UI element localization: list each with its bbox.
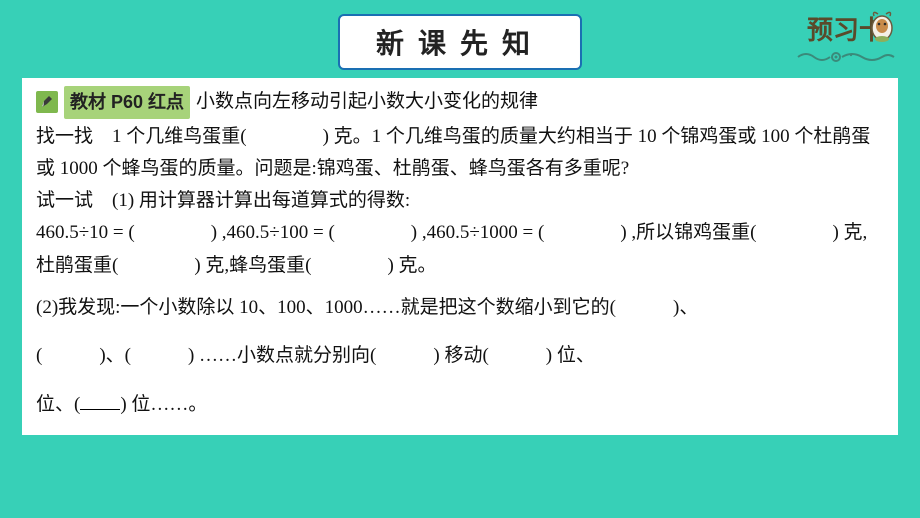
part4-prefix: 位、(	[36, 394, 80, 415]
textbook-reference: 教材 P60 红点 小数点向左移动引起小数大小变化的规律	[36, 86, 884, 119]
topic-heading: 小数点向左移动引起小数大小变化的规律	[196, 86, 538, 118]
lesson-title-box: 新课先知	[338, 14, 582, 70]
discovery-line-3: 位、( ) 位……。	[36, 389, 884, 421]
discovery-line-2: ( )、( ) ……小数点就分别向( ) 移动( ) 位、	[36, 340, 884, 372]
find-paragraph: 找一找 1 个几维鸟蛋重( ) 克。1 个几维鸟蛋的质量大约相当于 10 个锦鸡…	[36, 121, 884, 186]
content-panel: 教材 P60 红点 小数点向左移动引起小数大小变化的规律 找一找 1 个几维鸟蛋…	[22, 78, 898, 435]
underline-blank	[80, 390, 120, 410]
equation-line: 460.5÷10 = ( ) ,460.5÷100 = ( ) ,460.5÷1…	[36, 217, 884, 282]
part1-label: (1) 用计算器计算出每道算式的得数:	[112, 190, 410, 211]
swirl-decoration-icon	[796, 49, 896, 70]
textbook-page-tag: 教材 P60 红点	[64, 86, 190, 119]
lesson-title: 新课先知	[376, 28, 544, 59]
discovery-line-1: (2)我发现:一个小数除以 10、100、1000……就是把这个数缩小到它的( …	[36, 292, 884, 324]
mascot-icon	[862, 6, 902, 51]
preview-card-badge: 预习卡	[796, 10, 896, 70]
part4-suffix: ) 位……。	[120, 394, 207, 415]
try-paragraph: 试一试 (1) 用计算器计算出每道算式的得数:	[36, 185, 884, 217]
pen-icon	[36, 91, 58, 113]
try-label: 试一试	[36, 190, 93, 211]
